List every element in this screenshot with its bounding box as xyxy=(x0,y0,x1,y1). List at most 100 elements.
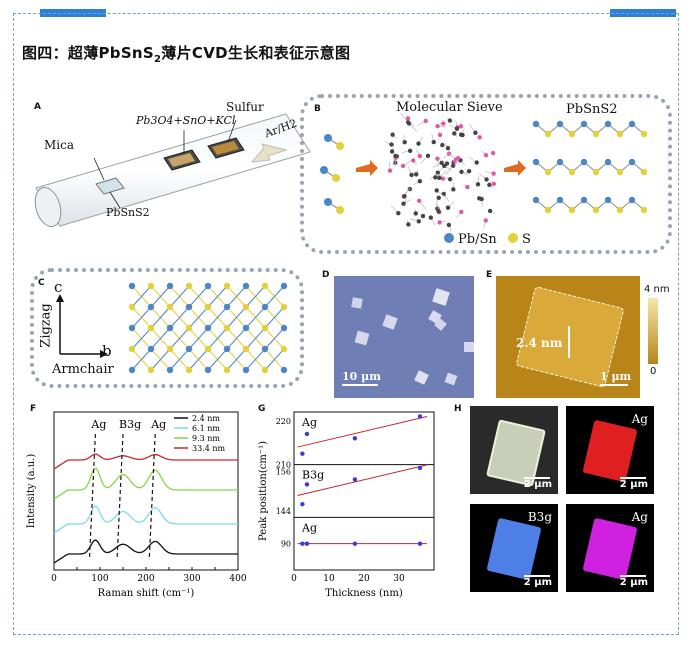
sieve-atom xyxy=(416,219,422,224)
sieve-atom xyxy=(474,160,479,165)
chain-atom xyxy=(532,120,540,128)
sieve-atom xyxy=(409,172,414,178)
lattice-atom xyxy=(242,303,250,311)
y-tick-label: 220 xyxy=(276,417,291,426)
peak-guide-2 xyxy=(148,433,156,561)
legend-label-1: 6.1 nm xyxy=(192,424,220,433)
sieve-atom xyxy=(491,181,497,186)
chain-atom xyxy=(568,168,576,176)
thickness-label: 2.4 nm xyxy=(516,336,563,350)
lattice-atom xyxy=(204,303,212,311)
label-product-a: PbSnS2 xyxy=(106,206,150,219)
lattice-atom xyxy=(280,282,288,290)
series-line-0 xyxy=(53,539,238,564)
y-tick-label: 156 xyxy=(276,467,291,476)
sieve-atom xyxy=(407,148,413,154)
lattice-bond xyxy=(131,306,152,329)
peak-guide-0 xyxy=(88,433,96,561)
sieve-atom xyxy=(396,210,401,216)
lattice-atom xyxy=(261,324,269,332)
data-point xyxy=(304,431,310,437)
sieve-atom xyxy=(435,123,440,129)
sieve-atom xyxy=(454,126,460,131)
lattice-bond xyxy=(264,285,285,308)
lattice-atom xyxy=(280,303,288,311)
lattice-bond xyxy=(264,327,285,350)
chain-atom xyxy=(544,130,552,138)
legend-label-0: 2.4 nm xyxy=(192,414,220,423)
legend-pbsn: Pb/Sn xyxy=(444,232,497,247)
chain-atom xyxy=(616,130,624,138)
pbsn-atom xyxy=(324,134,332,142)
axis-b-label: b xyxy=(102,342,112,360)
y-axis-label: Peak position(cm⁻¹) xyxy=(258,441,269,541)
peak-label-2: Ag xyxy=(150,418,166,431)
sieve-atom xyxy=(425,153,431,159)
chain-atom xyxy=(604,196,612,204)
peak-label-0: Ag xyxy=(90,418,106,431)
lattice-bond xyxy=(150,348,171,371)
chain-atom xyxy=(580,120,588,128)
lattice-atom xyxy=(166,324,174,332)
legend-label-2: 9.3 nm xyxy=(192,434,220,443)
fit-line-0 xyxy=(297,415,428,448)
chain-atom xyxy=(592,168,600,176)
lattice-atom xyxy=(185,324,193,332)
lattice-bond xyxy=(207,285,228,308)
pbsn-atom xyxy=(320,166,328,174)
x-axis-label: Raman shift (cm⁻¹) xyxy=(98,588,195,599)
sieve-atom xyxy=(417,153,423,159)
sieve-atom xyxy=(451,187,456,192)
chain-atom xyxy=(616,168,624,176)
lattice-atom xyxy=(185,303,193,311)
label-precursor: Pb3O4+SnO+KCl xyxy=(136,114,236,127)
afm-image: 2.4 nm 1 μm xyxy=(496,276,640,398)
lattice-bond xyxy=(169,348,190,371)
panel-label-a: A xyxy=(34,102,41,112)
figure-title: 图四：超薄PbSnS2薄片CVD生长和表征示意图 xyxy=(22,44,351,65)
lattice-atom xyxy=(204,366,212,374)
sieve-atom xyxy=(411,158,416,163)
lattice-atom xyxy=(223,303,231,311)
fit-line-1 xyxy=(297,464,428,496)
legend-s: S xyxy=(508,232,531,247)
lattice-bond xyxy=(131,285,152,308)
sieve-atom xyxy=(423,118,428,124)
sieve-atom xyxy=(389,142,394,147)
sieve-atom xyxy=(477,135,482,140)
sieve-atom xyxy=(406,222,411,227)
sieve-atom xyxy=(414,172,419,177)
raman-map-b3g: B3g 2 μm xyxy=(470,504,558,592)
chain-atom xyxy=(604,158,612,166)
crystal-lattice xyxy=(128,282,288,374)
label-mica: Mica xyxy=(44,138,74,152)
sieve-atom xyxy=(390,132,395,137)
lattice-bond xyxy=(245,348,266,371)
lattice-bond xyxy=(169,327,190,350)
chain-atom xyxy=(544,168,552,176)
lattice-atom xyxy=(223,345,231,353)
raman-chart: 0 100 200 300 400 Raman shift (cm⁻¹) Intensity… xyxy=(26,411,247,599)
sieve-atom xyxy=(393,153,398,159)
lattice-atom xyxy=(204,324,212,332)
lattice-atom xyxy=(223,282,231,290)
lattice-bond xyxy=(245,285,266,308)
data-point xyxy=(352,477,358,482)
chain-atom xyxy=(568,206,576,214)
lattice-atom xyxy=(166,366,174,374)
sieve-atom xyxy=(451,163,456,168)
series-line-3 xyxy=(53,453,238,470)
lattice-atom xyxy=(128,345,136,353)
sieve-atom xyxy=(437,132,443,138)
sieve-atom xyxy=(389,149,395,154)
label-molecular-sieve: Molecular Sieve xyxy=(396,100,503,115)
lattice-atom xyxy=(242,324,250,332)
sieve-atom xyxy=(401,201,406,206)
lattice-atom xyxy=(223,324,231,332)
sieve-atom xyxy=(416,198,422,203)
sieve-atom xyxy=(442,163,447,169)
lattice-bond xyxy=(131,348,152,371)
y-axis-label: Intensity (a.u.) xyxy=(26,454,37,529)
subplot-mode-label: Ag xyxy=(301,521,317,534)
chain-atom xyxy=(556,158,564,166)
